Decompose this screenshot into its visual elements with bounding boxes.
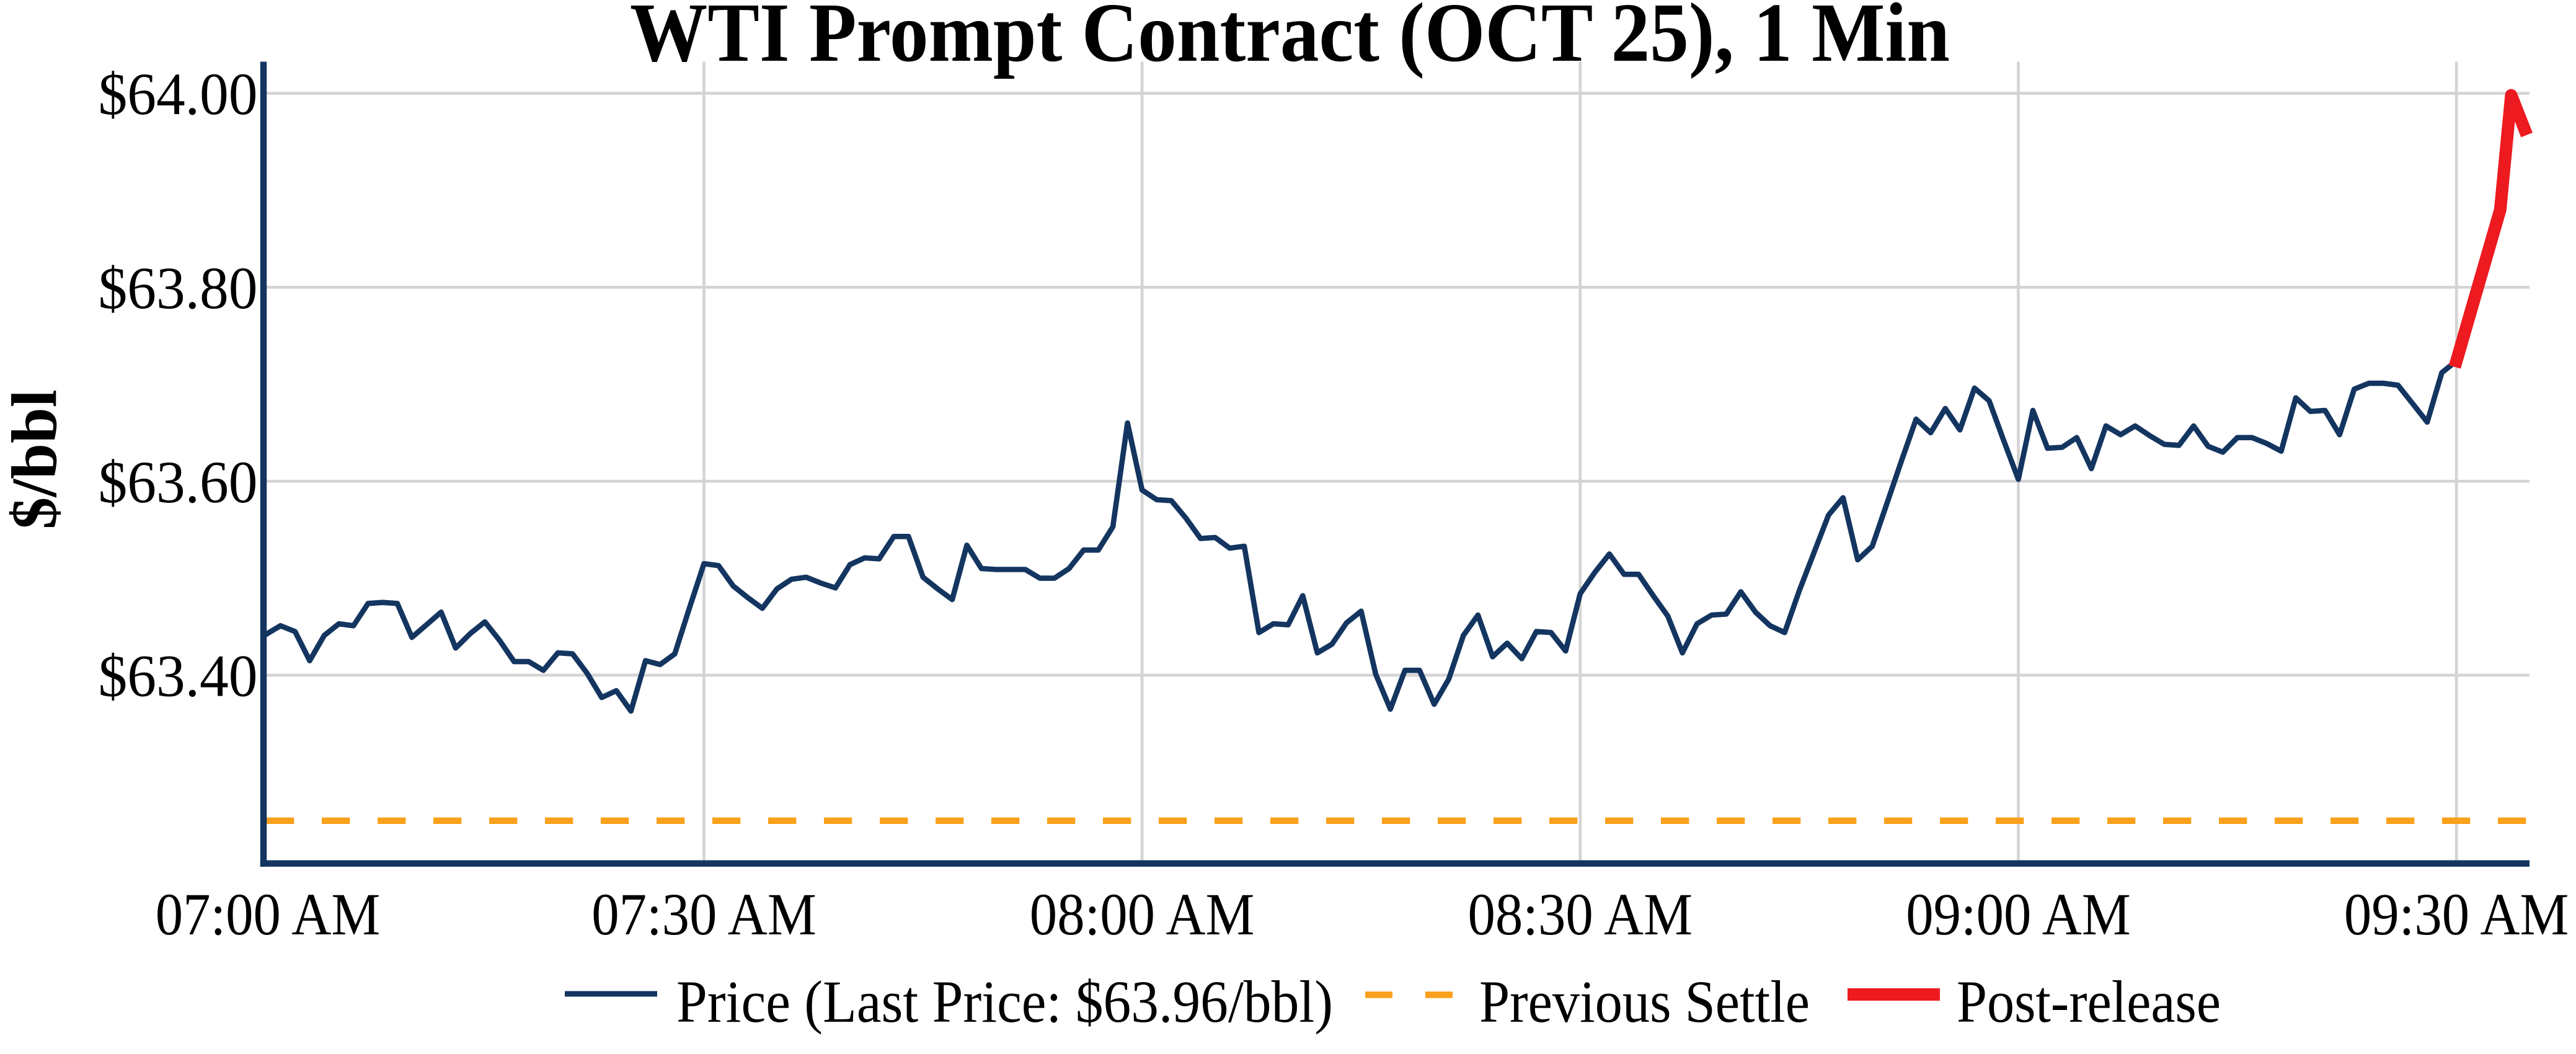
svg-text:$/bbl: $/bbl (0, 389, 70, 529)
svg-text:Post-release: Post-release (1957, 968, 2221, 1035)
svg-text:Previous Settle: Previous Settle (1479, 968, 1810, 1035)
svg-text:08:00 AM: 08:00 AM (1030, 881, 1255, 947)
svg-text:09:00 AM: 09:00 AM (1906, 881, 2131, 947)
svg-text:09:30 AM: 09:30 AM (2344, 881, 2569, 947)
svg-text:Price (Last Price: $63.96/bbl): Price (Last Price: $63.96/bbl) (676, 968, 1333, 1035)
svg-text:07:30 AM: 07:30 AM (591, 881, 817, 947)
svg-text:07:00 AM: 07:00 AM (156, 881, 381, 947)
svg-text:$64.00: $64.00 (99, 61, 258, 127)
svg-text:$63.80: $63.80 (99, 255, 258, 321)
svg-text:WTI Prompt Contract (OCT 25),: WTI Prompt Contract (OCT 25), 1 Min (630, 0, 1950, 79)
svg-text:$63.60: $63.60 (99, 449, 258, 515)
svg-text:08:30 AM: 08:30 AM (1468, 881, 1693, 947)
svg-text:$63.40: $63.40 (99, 643, 258, 709)
